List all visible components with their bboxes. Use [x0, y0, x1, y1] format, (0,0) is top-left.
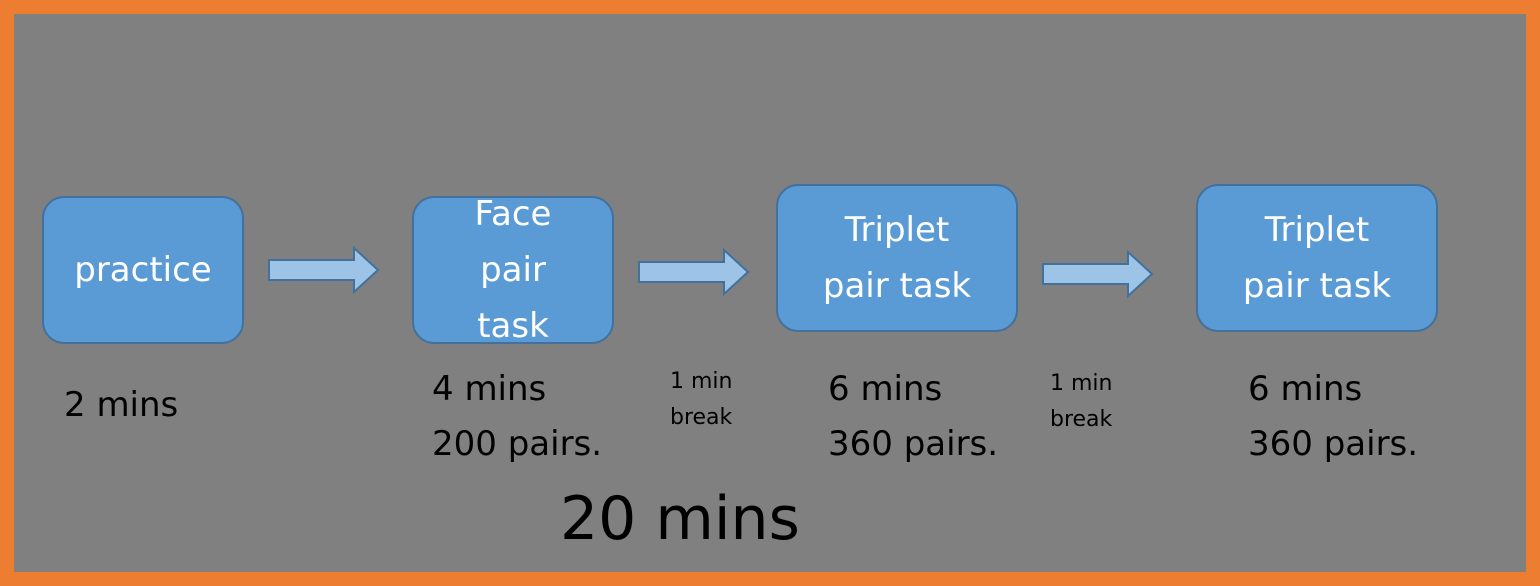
step-box-triplet-pair-task-1: Triplet pair task: [776, 184, 1018, 332]
right-arrow-icon: [1042, 250, 1154, 298]
step-label: pair: [480, 250, 546, 290]
step-box-practice: practice: [42, 196, 244, 344]
step-label: Triplet: [1264, 210, 1370, 250]
duration-label-triplet-1: 6 mins 360 pairs.: [828, 369, 999, 464]
step-box-face-pair-task: Face pair task: [412, 194, 614, 346]
break-label-1: 1 min break: [670, 369, 733, 430]
step-label: pair task: [822, 266, 972, 306]
duration-label-face-pair-task: 4 mins 200 pairs.: [432, 369, 603, 464]
step-label: task: [477, 306, 549, 346]
duration-label-triplet-2: 6 mins 360 pairs.: [1248, 369, 1419, 464]
step-label: pair task: [1242, 266, 1392, 306]
break-label-2: 1 min break: [1050, 371, 1113, 432]
step-label: Face: [474, 194, 552, 234]
right-arrow-icon: [268, 246, 380, 294]
step-label: Triplet: [844, 210, 950, 250]
step-label: practice: [74, 250, 212, 290]
duration-label-practice: 2 mins: [64, 385, 179, 425]
step-box-triplet-pair-task-2: Triplet pair task: [1196, 184, 1438, 332]
total-duration: 20 mins: [560, 484, 800, 554]
right-arrow-icon: [638, 248, 750, 296]
